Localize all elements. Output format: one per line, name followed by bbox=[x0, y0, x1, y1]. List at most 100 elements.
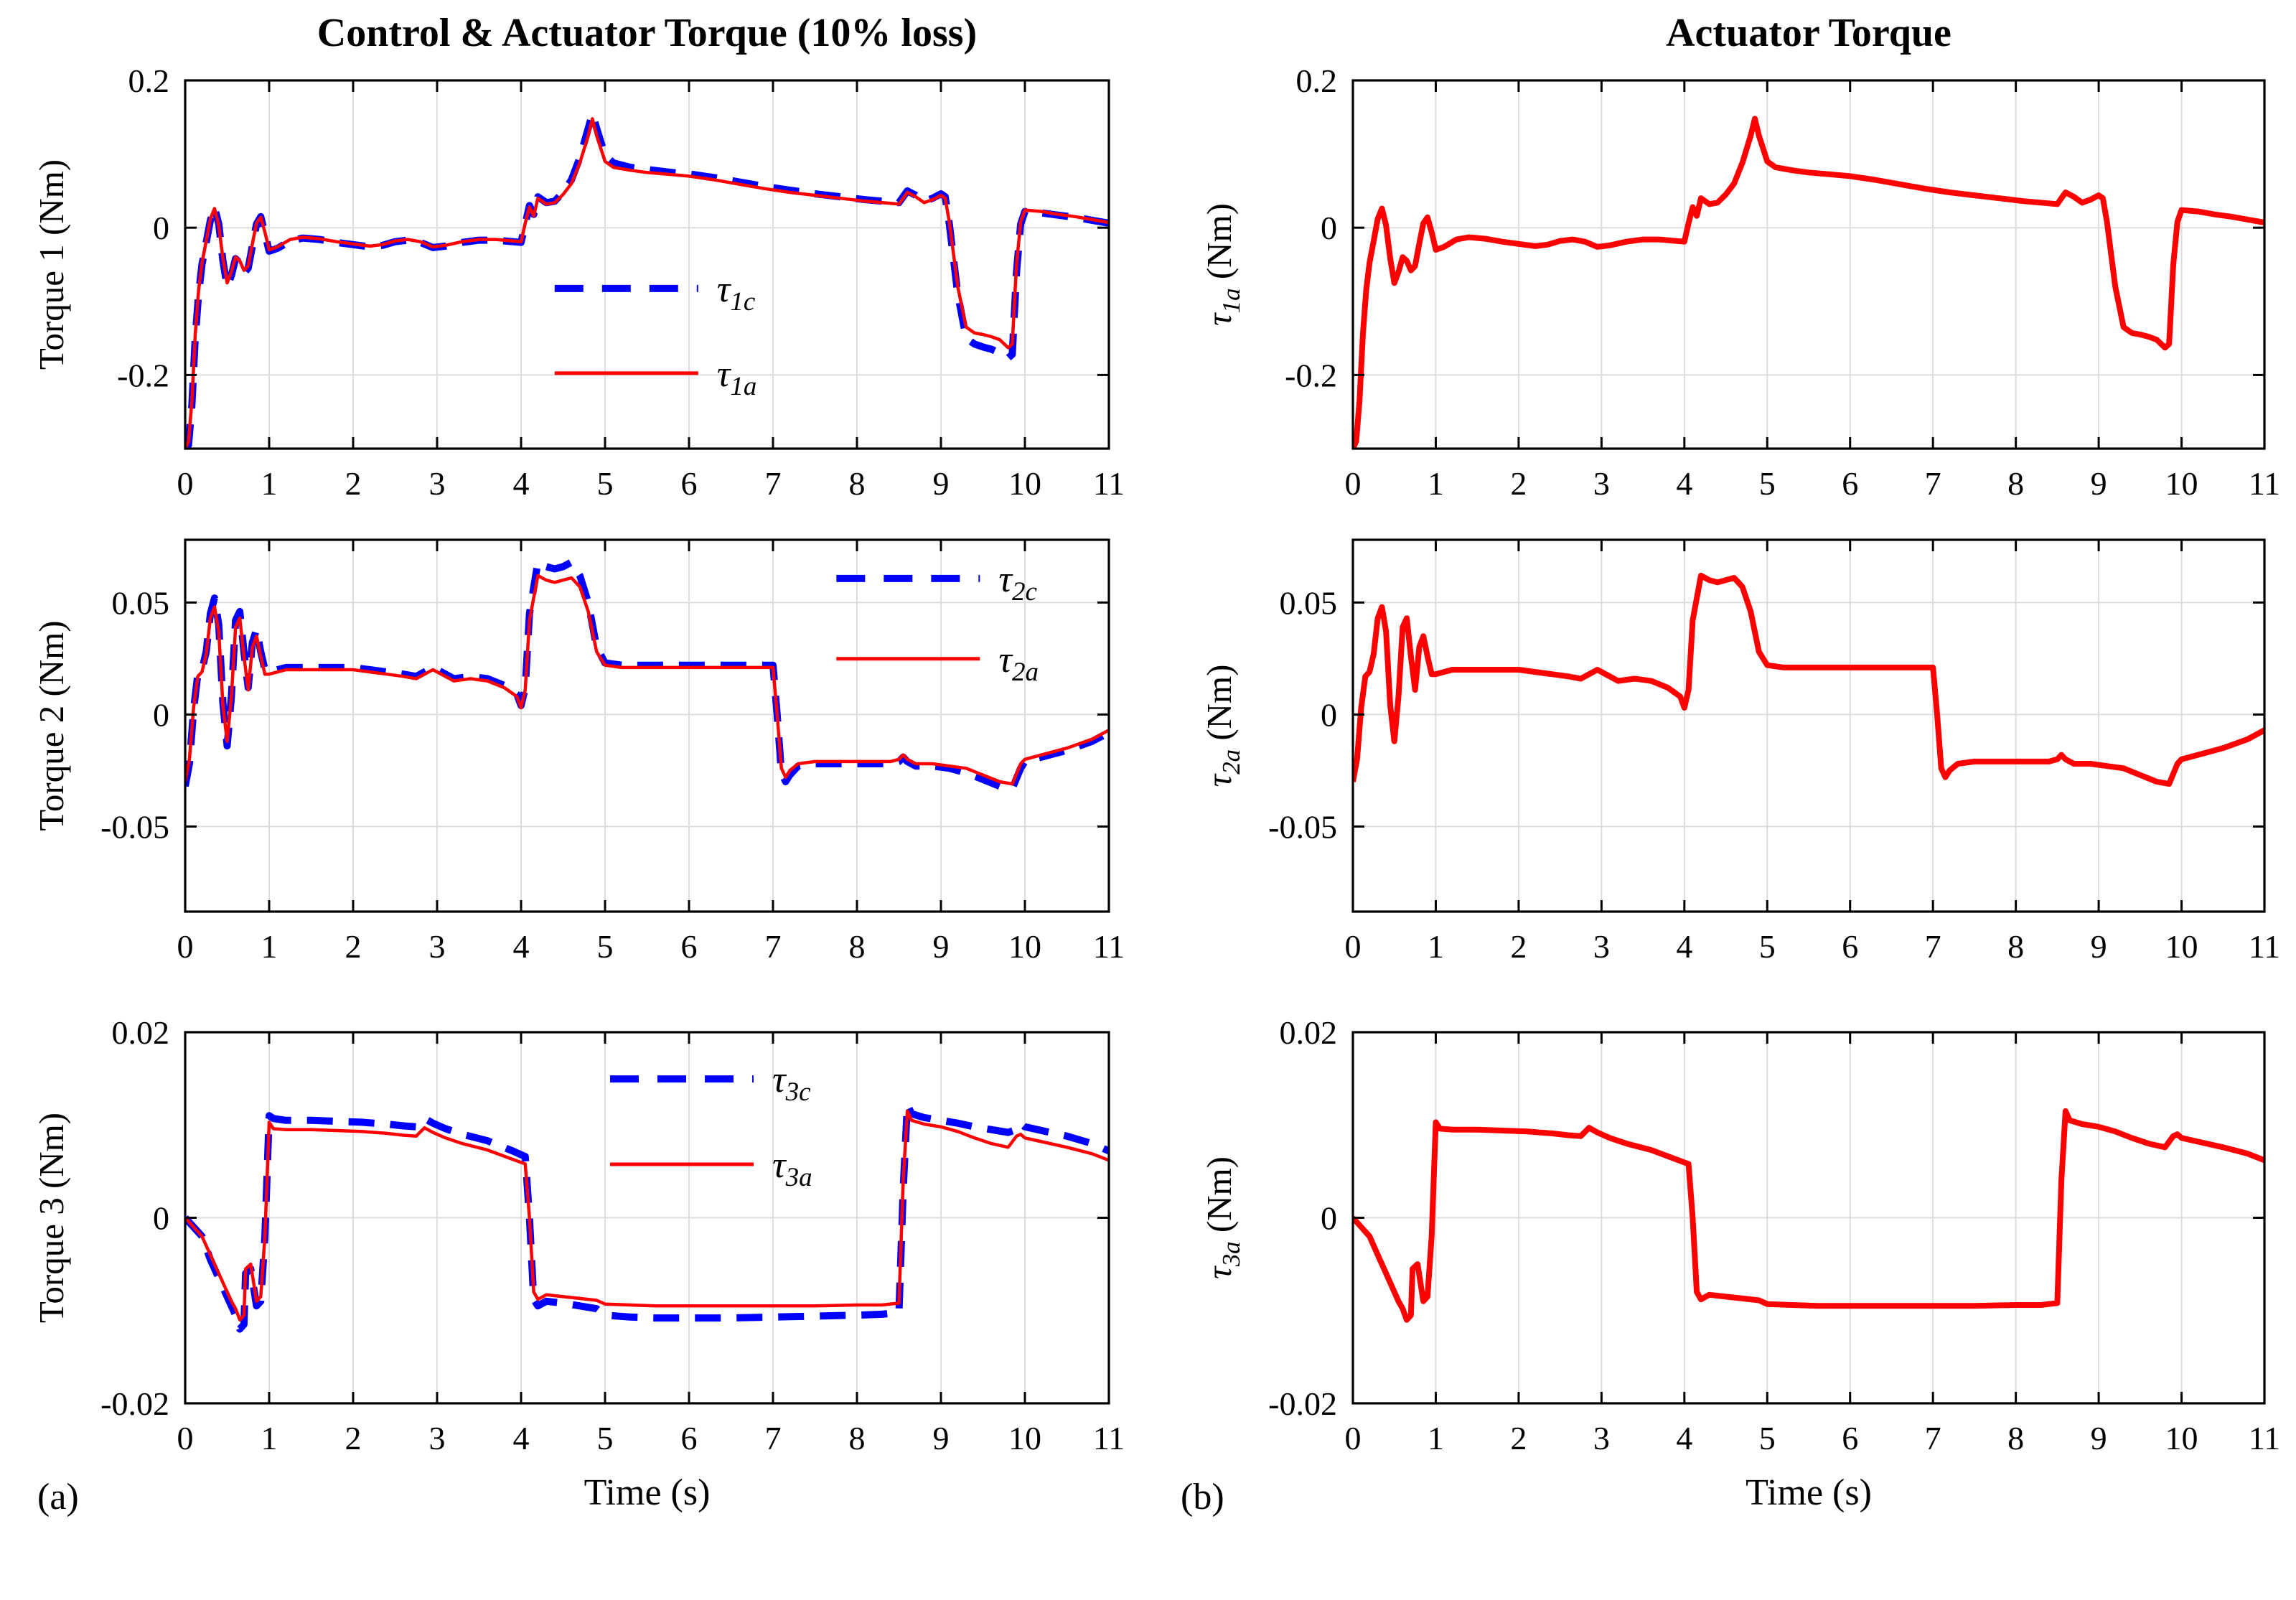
x-tick-label: 3 bbox=[429, 928, 446, 965]
x-tick-label: 5 bbox=[1759, 928, 1776, 965]
axis-box bbox=[1351, 538, 2266, 913]
series-line-tau_3c bbox=[185, 1100, 1109, 1333]
legend-label: τ2a bbox=[998, 640, 1039, 687]
series-line-tau_2a bbox=[185, 574, 1109, 786]
x-tick-label: 7 bbox=[765, 465, 782, 502]
legend-label: τ3a bbox=[772, 1145, 812, 1192]
y-axis-label: Torque 3 (Nm) bbox=[32, 1113, 71, 1323]
x-tick-label: 10 bbox=[2165, 928, 2198, 965]
y-tick-label: 0 bbox=[1321, 210, 1337, 246]
x-tick-label: 9 bbox=[933, 1420, 950, 1456]
x-tick-label: 3 bbox=[1593, 928, 1610, 965]
legend-label: τ1a bbox=[717, 354, 757, 401]
y-tick-label: 0 bbox=[153, 210, 169, 246]
x-tick-label: 4 bbox=[513, 928, 530, 965]
x-tick-label: 11 bbox=[1093, 1420, 1125, 1456]
x-tick-label: 9 bbox=[933, 928, 950, 965]
x-tick-label: 2 bbox=[345, 465, 362, 502]
x-tick-label: 2 bbox=[1510, 928, 1527, 965]
gridlines bbox=[185, 80, 1109, 449]
x-tick-label: 6 bbox=[1842, 928, 1858, 965]
legend-label: τ1c bbox=[717, 269, 756, 317]
y-tick-label: -0.02 bbox=[100, 1385, 169, 1422]
x-tick-label: 2 bbox=[345, 1420, 362, 1456]
panel-label-b: (b) bbox=[1181, 1477, 1224, 1517]
y-tick-label: 0.02 bbox=[1280, 1014, 1338, 1051]
x-tick-label: 1 bbox=[1428, 928, 1444, 965]
legend-label: τ3c bbox=[772, 1059, 811, 1107]
x-tick-label: 1 bbox=[261, 465, 278, 502]
y-tick-label: -0.05 bbox=[100, 808, 169, 845]
series-line-tau_1a bbox=[185, 117, 1109, 449]
x-tick-label: 8 bbox=[849, 1420, 866, 1456]
x-tick-label: 9 bbox=[2091, 928, 2107, 965]
x-tick-label: 7 bbox=[765, 1420, 782, 1456]
x-tick-label: 11 bbox=[1093, 465, 1125, 502]
x-tick-label: 0 bbox=[177, 1420, 194, 1456]
tick-marks bbox=[184, 540, 1110, 912]
axis-box bbox=[1351, 79, 2266, 450]
x-tick-label: 5 bbox=[1759, 465, 1776, 502]
legend-label: τ2c bbox=[998, 559, 1037, 607]
x-tick-label: 8 bbox=[2007, 928, 2024, 965]
legend: τ1c τ1a bbox=[554, 269, 757, 401]
x-tick-label: 7 bbox=[1925, 465, 1941, 502]
panel-label-a: (a) bbox=[37, 1477, 79, 1517]
x-tick-label: 11 bbox=[2249, 1420, 2280, 1456]
x-tick-label: 4 bbox=[1676, 465, 1692, 502]
y-tick-label: -0.2 bbox=[117, 357, 169, 393]
y-axis-label: τ1a (Nm) bbox=[1199, 203, 1245, 326]
x-tick-label: 3 bbox=[1593, 465, 1610, 502]
x-tick-label: 10 bbox=[2165, 1420, 2198, 1456]
y-tick-label: -0.02 bbox=[1268, 1385, 1337, 1422]
x-tick-label: 6 bbox=[1842, 1420, 1858, 1456]
gridlines bbox=[185, 540, 1109, 912]
y-tick-label: 0.05 bbox=[1280, 584, 1338, 621]
x-tick-label: 5 bbox=[597, 465, 614, 502]
y-tick-label: 0 bbox=[153, 696, 169, 733]
x-tick-label: 5 bbox=[597, 928, 614, 965]
y-tick-label: 0 bbox=[1321, 1200, 1337, 1237]
subplot-b2: 0 1 2 3 4 5 6 7 8 9 10 11 -0.05 0 0.05 τ2a (Nm) bbox=[1199, 538, 2280, 965]
axis-box bbox=[184, 538, 1110, 913]
x-tick-label: 4 bbox=[513, 465, 530, 502]
subplot-b1: 0 1 2 3 4 5 6 7 8 9 10 11 -0.2 0 0.2 τ1a (Nm) bbox=[1199, 62, 2280, 502]
x-tick-label: 3 bbox=[1593, 1420, 1610, 1456]
x-tick-label: 11 bbox=[2249, 465, 2280, 502]
xlabel-left: Time (s) bbox=[584, 1472, 711, 1513]
x-tick-label: 0 bbox=[1345, 928, 1362, 965]
x-tick-label: 10 bbox=[1008, 465, 1041, 502]
x-tick-label: 10 bbox=[1008, 928, 1041, 965]
x-tick-label: 10 bbox=[1008, 1420, 1041, 1456]
x-tick-label: 6 bbox=[1842, 465, 1858, 502]
x-tick-label: 7 bbox=[765, 928, 782, 965]
x-tick-label: 4 bbox=[1676, 928, 1692, 965]
series-line-tau_2a bbox=[1353, 572, 2264, 787]
series-line-tau_1a bbox=[1353, 116, 2264, 449]
x-tick-label: 0 bbox=[1345, 1420, 1362, 1456]
x-tick-label: 6 bbox=[681, 1420, 698, 1456]
tick-marks bbox=[1351, 1031, 2266, 1405]
y-tick-label: -0.05 bbox=[1268, 808, 1337, 845]
x-tick-label: 3 bbox=[429, 1420, 446, 1456]
x-tick-label: 9 bbox=[933, 465, 950, 502]
x-tick-label: 8 bbox=[849, 928, 866, 965]
x-tick-label: 7 bbox=[1925, 1420, 1941, 1456]
gridlines bbox=[1353, 80, 2264, 449]
xlabel-right: Time (s) bbox=[1746, 1472, 1872, 1513]
series-line-tau_3a bbox=[1353, 1108, 2264, 1323]
x-tick-label: 5 bbox=[1759, 1420, 1776, 1456]
x-tick-label: 11 bbox=[1093, 928, 1125, 965]
legend: τ3c τ3a bbox=[610, 1059, 812, 1192]
x-tick-label: 1 bbox=[1428, 1420, 1444, 1456]
tick-marks bbox=[1351, 540, 2266, 912]
x-tick-label: 1 bbox=[1428, 465, 1444, 502]
y-tick-label: 0 bbox=[1321, 696, 1337, 733]
gridlines bbox=[1353, 540, 2264, 912]
x-tick-label: 6 bbox=[681, 928, 698, 965]
